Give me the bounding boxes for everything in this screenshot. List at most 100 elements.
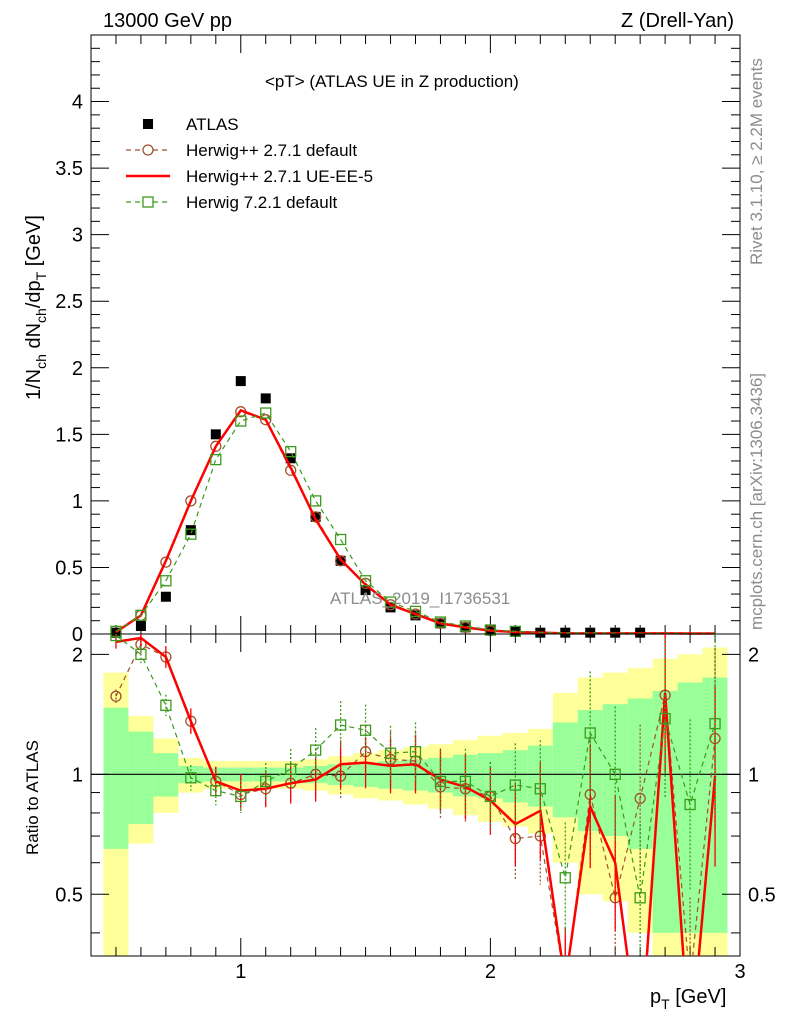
atlas-point <box>185 525 196 536</box>
series-line <box>115 412 716 635</box>
header-right: Z (Drell-Yan) <box>621 10 734 32</box>
atlas-point <box>160 591 171 602</box>
series-marker-square <box>185 772 197 784</box>
series-marker-square <box>185 528 197 540</box>
y-tick-label: 1 <box>72 491 83 513</box>
legend-marker <box>143 119 153 129</box>
series-marker-circle <box>260 414 272 426</box>
x-axis-label: pT [GeV] <box>650 986 726 1012</box>
ratio-y-tick-label: 2 <box>72 644 83 666</box>
series-marker-square <box>659 712 671 725</box>
series-marker-square <box>260 407 272 419</box>
legend-label: Herwig++ 2.7.1 UE-EE-5 <box>186 167 373 186</box>
series-marker-square <box>459 775 472 788</box>
ratio-y-tick-label: 0.5 <box>55 884 83 906</box>
series-marker-square <box>434 775 447 788</box>
series-marker-square <box>135 609 147 622</box>
series-marker-circle <box>160 556 172 568</box>
y-tick-label: 0.5 <box>55 557 83 579</box>
ratio-y-tick-label-right: 0.5 <box>748 884 776 906</box>
side-text-bottom: mcplots.cern.ch [arXiv:1306.3436] <box>747 373 766 630</box>
y-tick-label: 1.5 <box>55 424 83 446</box>
series-marker-square <box>584 727 596 739</box>
legend-label: Herwig++ 2.7.1 default <box>186 141 357 160</box>
legend-marker <box>142 144 154 156</box>
svg-text:pT [GeV]: pT [GeV] <box>650 986 726 1012</box>
series-marker-square <box>334 533 347 546</box>
ratio-y-tick-label-right: 1 <box>748 764 759 786</box>
series-marker-square <box>559 872 571 884</box>
series-marker-square <box>235 415 247 427</box>
x-tick-label: 1 <box>235 961 246 983</box>
atlas-point <box>210 429 221 440</box>
series-marker-square <box>634 892 646 904</box>
y-tick-label: 3 <box>72 225 83 247</box>
ratio-bands <box>103 647 728 956</box>
series-marker-square <box>359 724 372 736</box>
atlas-point <box>285 453 296 464</box>
series-marker-square <box>434 616 447 628</box>
ratio-series <box>110 634 721 956</box>
legend: ATLAS Herwig++ 2.7.1 default Herwig++ 2.7.… <box>126 115 373 212</box>
ratio-y-tick-label-right: 2 <box>748 644 759 666</box>
atlas-point <box>135 621 146 632</box>
series-marker-square <box>135 648 147 661</box>
x-tick-label: 2 <box>485 961 496 983</box>
series-marker-circle <box>634 792 646 805</box>
y-tick-label: 0 <box>72 624 83 646</box>
series-marker-square <box>210 453 222 466</box>
chart-title: <pT> (ATLAS UE in Z production) <box>265 72 519 91</box>
y-tick-label: 3.5 <box>55 158 83 180</box>
legend-label: Herwig 7.2.1 default <box>186 193 337 212</box>
series-marker-square <box>334 719 347 731</box>
watermark: ATLAS_2019_I1736531 <box>330 589 510 608</box>
ratio-y-axis-label: Ratio to ATLAS <box>23 740 42 855</box>
series-marker-circle <box>110 690 122 702</box>
series-marker-circle <box>185 495 197 507</box>
series-marker-square <box>384 747 397 759</box>
series-marker-square <box>310 744 322 756</box>
series-marker-circle <box>334 555 347 567</box>
top-y-axis-label: 1/Nch dNch/dpT [GeV] <box>23 215 49 400</box>
series-marker-square <box>235 790 247 803</box>
x-tick-label: 3 <box>734 961 745 983</box>
y-tick-label: 2.5 <box>55 291 83 313</box>
series-marker-square <box>285 445 297 458</box>
series-marker-square <box>709 718 721 730</box>
series-marker-square <box>459 620 472 632</box>
series-marker-square <box>409 605 422 618</box>
y-tick-label: 2 <box>72 358 83 380</box>
series-marker-square <box>409 746 422 758</box>
header-left: 13000 GeV pp <box>103 10 232 32</box>
atlas-point <box>360 585 371 596</box>
ratio-y-tick-label: 1 <box>72 764 83 786</box>
series-marker-square <box>509 779 521 791</box>
series-marker-square <box>384 596 397 608</box>
band-inner <box>103 707 129 849</box>
atlas-point <box>110 627 121 638</box>
series-marker-circle <box>210 440 222 452</box>
series-marker-square <box>285 763 297 775</box>
band-inner <box>128 731 154 825</box>
series-marker-square <box>609 768 621 780</box>
series-marker-square <box>210 785 222 797</box>
series-marker-square <box>260 775 272 788</box>
series-marker-square <box>684 798 696 811</box>
side-text-top: Rivet 3.1.10, ≥ 2.2M events <box>747 58 766 265</box>
svg-text:1/Nch dNch/dpT [GeV]: 1/Nch dNch/dpT [GeV] <box>23 215 49 400</box>
legend-label: ATLAS <box>186 115 239 134</box>
series-marker-square <box>160 699 172 711</box>
atlas-point <box>260 393 271 404</box>
series-marker-square <box>534 783 546 795</box>
series-marker-square <box>359 575 372 587</box>
series-marker-square <box>110 634 122 642</box>
top-panel: 0 0.5 1 1.5 2 2.5 3 3.5 4 ATLAS Herwig++ 2.7.1 def… <box>55 34 741 646</box>
series-marker-square <box>310 495 322 507</box>
ratio-panel: 1 2 3 0.5 0.5 1 1 2 2 <box>55 633 776 983</box>
series-marker-square <box>160 575 172 587</box>
atlas-point <box>235 376 246 387</box>
y-tick-label: 4 <box>72 92 83 114</box>
legend-marker <box>142 196 154 208</box>
band-inner <box>552 722 578 818</box>
